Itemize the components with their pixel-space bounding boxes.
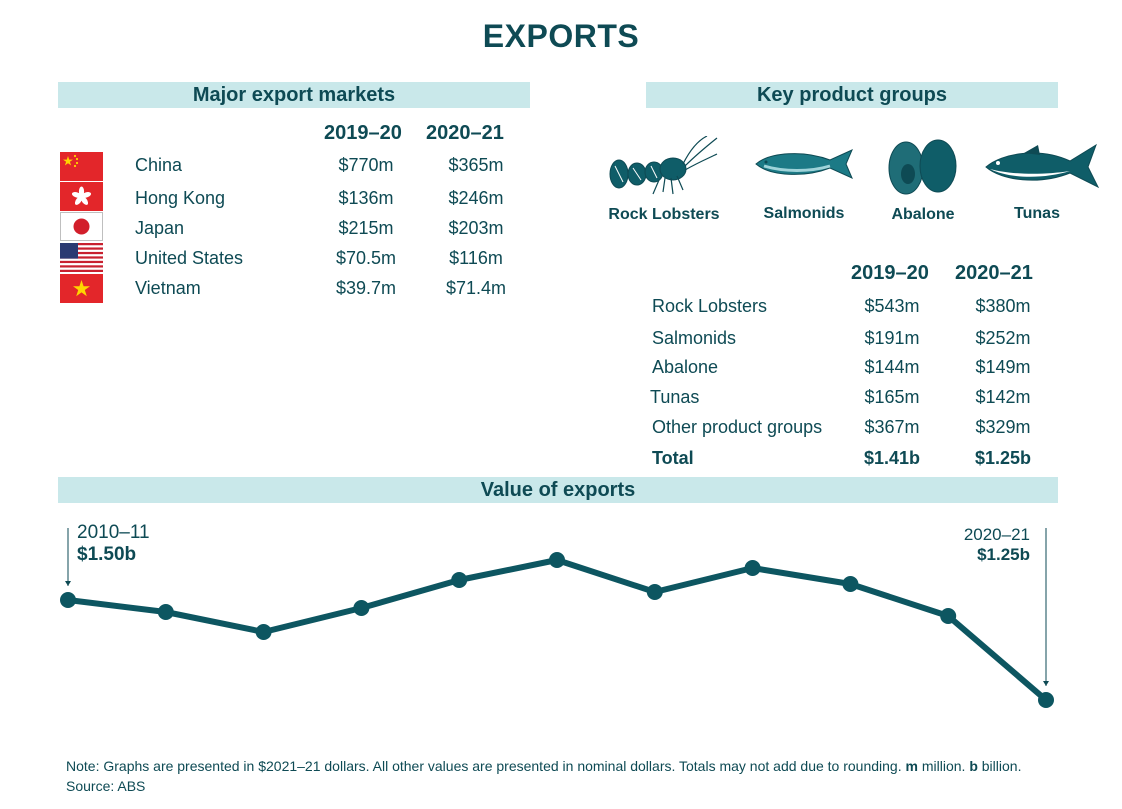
product-name-tunas: Tunas — [650, 387, 700, 407]
data-point-2010–11 — [60, 592, 76, 608]
product-name-rock-lobsters: Rock Lobsters — [652, 296, 768, 316]
note-m: m — [905, 758, 918, 774]
market-name-vietnam: Vietnam — [135, 278, 201, 298]
product-rock-lobsters-2020-21: $380m — [975, 296, 1031, 316]
note-m-text: million. — [917, 758, 970, 774]
market-name-hong-kong: Hong Kong — [135, 188, 226, 208]
data-point-2013–14 — [353, 600, 370, 616]
product-label-tunas: Tunas — [1014, 205, 1060, 222]
product-total-2019-20: $1.41b — [863, 448, 921, 468]
product-label-salmonids: Salmonids — [763, 205, 845, 222]
product-salmonids-2019-20: $191m — [864, 328, 920, 348]
product-tunas-2020-21: $142m — [975, 387, 1031, 407]
market-hong-kong-2019-20: $136m — [338, 188, 394, 208]
products-col-2019-20: 2019–20 — [851, 262, 929, 284]
abalone-icon — [888, 139, 957, 195]
market-vietnam-2019-20: $39.7m — [335, 278, 397, 298]
market-united-states-2020-21: $116m — [449, 248, 503, 268]
product-other-2019-20: $367m — [864, 417, 920, 437]
data-point-2016–17 — [646, 584, 663, 600]
market-name-united-states: United States — [135, 248, 244, 268]
note-text: Note: Graphs are presented in $2021–21 d… — [66, 758, 906, 774]
salmon-icon — [755, 149, 853, 179]
note-b-text: billion. — [977, 758, 1022, 774]
data-point-2015–16 — [549, 552, 565, 568]
annotation-end-year: 2020–21 — [963, 525, 1030, 544]
data-point-2020–21 — [1038, 692, 1054, 708]
product-label-rock-lobsters: Rock Lobsters — [608, 206, 720, 223]
products-col-2020-21: 2020–21 — [955, 262, 1033, 284]
product-name-abalone: Abalone — [652, 357, 719, 377]
product-name-total: Total — [652, 448, 694, 468]
hong-kong-flag-icon — [60, 182, 103, 211]
product-salmonids-2020-21: $252m — [975, 328, 1031, 348]
markets-col-2020-21: 2020–21 — [426, 122, 504, 144]
product-abalone-2020-21: $149m — [975, 357, 1031, 377]
page-title: EXPORTS — [482, 18, 640, 54]
footer-note: Note: Graphs are presented in $2021–21 d… — [66, 758, 1021, 774]
annotation-start-value: $1.50b — [77, 544, 137, 565]
data-point-2012–13 — [255, 624, 272, 640]
product-other-2020-21: $329m — [975, 417, 1031, 437]
product-name-other: Other product groups — [652, 417, 823, 437]
market-china-2020-21: $365m — [448, 155, 504, 175]
vietnam-flag-icon — [60, 274, 103, 303]
source-note: Source: ABS — [66, 778, 146, 794]
product-name-salmonids: Salmonids — [652, 328, 737, 348]
markets-heading: Major export markets — [58, 82, 530, 108]
market-japan-2019-20: $215m — [338, 218, 394, 238]
note-b: b — [969, 758, 978, 774]
annotation-end-value: $1.25b — [977, 545, 1030, 564]
product-tunas-2019-20: $165m — [864, 387, 920, 407]
market-vietnam-2020-21: $71.4m — [445, 278, 507, 298]
product-label-abalone: Abalone — [891, 206, 955, 223]
market-united-states-2019-20: $70.5m — [335, 248, 397, 268]
data-point-2019–20 — [940, 608, 957, 624]
market-name-japan: Japan — [135, 218, 185, 238]
market-japan-2020-21: $203m — [448, 218, 504, 238]
tuna-icon — [985, 143, 1100, 189]
chart-title: Value of exports — [58, 477, 1058, 503]
market-name-china: China — [135, 155, 183, 175]
product-rock-lobsters-2019-20: $543m — [864, 296, 920, 316]
products-heading: Key product groups — [646, 82, 1058, 108]
markets-col-2019-20: 2019–20 — [324, 122, 402, 144]
usa-flag-icon — [60, 243, 103, 272]
china-flag-icon — [60, 152, 103, 181]
market-china-2019-20: $770m — [338, 155, 394, 175]
data-point-2018–19 — [842, 576, 859, 592]
data-point-2014–15 — [451, 572, 468, 588]
rock-lobster-icon — [609, 136, 718, 195]
japan-flag-icon — [60, 212, 103, 241]
data-point-2017–18 — [744, 560, 761, 576]
annotation-arrowhead-end — [1043, 681, 1049, 686]
market-hong-kong-2020-21: $246m — [448, 188, 504, 208]
product-total-2020-21: $1.25b — [974, 448, 1032, 468]
product-abalone-2019-20: $144m — [864, 357, 920, 377]
series-line — [65, 557, 1049, 703]
data-point-2011–12 — [157, 604, 174, 620]
annotation-start-year: 2010–11 — [77, 522, 150, 543]
annotation-arrowhead-start — [65, 581, 71, 586]
